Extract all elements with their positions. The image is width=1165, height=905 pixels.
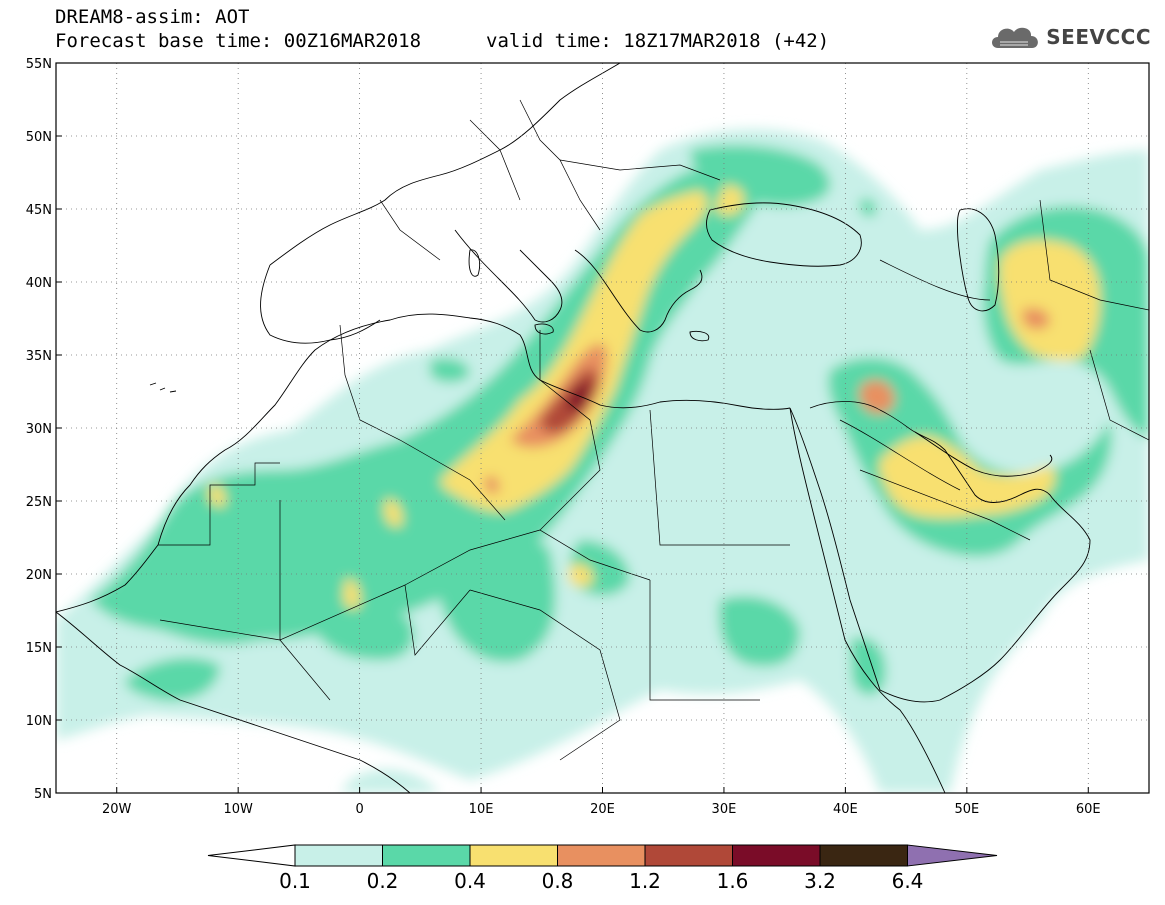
- colorbar-tick-label: 0.1: [279, 869, 311, 893]
- lon-label: 10E: [469, 802, 494, 817]
- lon-label: 20E: [590, 802, 615, 817]
- colorbar: [207, 844, 998, 867]
- aot-level-0.8: [484, 308, 1050, 494]
- lon-label: 10W: [223, 802, 253, 817]
- lon-label: 20W: [102, 802, 132, 817]
- coastlines: [56, 63, 1091, 793]
- lat-label: 25N: [26, 495, 52, 510]
- lat-label: 5N: [34, 787, 52, 802]
- lat-label: 15N: [26, 641, 52, 656]
- colorbar-tick-label: 0.2: [367, 869, 399, 893]
- lat-label: 10N: [26, 714, 52, 729]
- valid-time: valid time: 18Z17MAR2018 (+42): [486, 30, 830, 52]
- colorbar-tick-label: 6.4: [892, 869, 924, 893]
- colorbar-box: [732, 844, 821, 867]
- map-title: DREAM8-assim: AOT: [55, 6, 250, 28]
- colorbar-box: [819, 844, 908, 867]
- colorbar-labels: 0.1 0.2 0.4 0.8 1.2 1.6 3.2 6.4: [279, 869, 923, 893]
- colorbar-box: [294, 844, 383, 867]
- lon-label: 30E: [712, 802, 737, 817]
- lat-label: 35N: [26, 349, 52, 364]
- colorbar-tick-label: 0.8: [542, 869, 574, 893]
- lon-label: 50E: [954, 802, 979, 817]
- lat-label: 40N: [26, 276, 52, 291]
- lon-label: 40E: [833, 802, 858, 817]
- longitude-labels: 20W 10W 0 10E 20E 30E 40E 50E 60E: [102, 787, 1101, 817]
- seevccc-logo: SEEVCCC: [988, 22, 1151, 52]
- colorbar-tick-label: 1.2: [629, 869, 661, 893]
- lat-label: 20N: [26, 568, 52, 583]
- lon-label: 0: [355, 802, 363, 817]
- aot-shading: [56, 129, 1149, 793]
- latitude-labels: 55N 50N 45N 40N 35N 30N 25N 20N 15N 10N 5N: [26, 57, 62, 802]
- country-borders: [158, 99, 1149, 761]
- colorbar-tick-label: 0.4: [454, 869, 486, 893]
- lat-label: 30N: [26, 422, 52, 437]
- colorbar-high-arrow: [907, 844, 998, 867]
- map-grid: [56, 63, 1149, 793]
- lon-label: 60E: [1076, 802, 1101, 817]
- colorbar-tick-label: 1.6: [717, 869, 749, 893]
- forecast-base-time: Forecast base time: 00Z16MAR2018: [55, 30, 422, 52]
- logo-text: SEEVCCC: [1046, 25, 1151, 49]
- colorbar-box: [382, 844, 471, 867]
- lat-label: 50N: [26, 130, 52, 145]
- colorbar-box: [644, 844, 733, 867]
- colorbar-box: [557, 844, 646, 867]
- cloud-icon: [992, 27, 1039, 48]
- colorbar-tick-label: 3.2: [804, 869, 836, 893]
- aot-level-1.6: [567, 381, 589, 411]
- colorbar-low-arrow: [207, 844, 296, 867]
- aot-level-0.4: [208, 185, 1100, 610]
- colorbar-box: [469, 844, 558, 867]
- lat-label: 55N: [26, 57, 52, 72]
- lat-label: 45N: [26, 203, 52, 218]
